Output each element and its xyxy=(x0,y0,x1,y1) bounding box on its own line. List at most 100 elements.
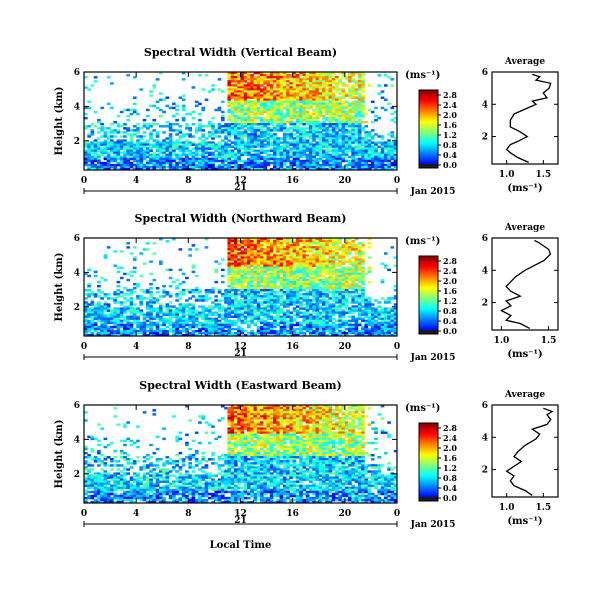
heatmap-cell xyxy=(207,135,212,138)
heatmap-cell xyxy=(181,309,186,312)
heatmap-cell xyxy=(237,262,241,265)
heatmap-cell xyxy=(191,303,196,306)
heatmap-cell xyxy=(162,321,166,325)
heatmap-cell xyxy=(273,88,277,91)
heatmap-cell xyxy=(113,313,117,316)
heatmap-cell xyxy=(201,313,206,316)
heatmap-cell xyxy=(87,333,91,337)
heatmap-cell xyxy=(198,327,202,331)
heatmap-cell xyxy=(318,327,323,331)
heatmap-cell xyxy=(348,139,352,142)
heatmap-cell xyxy=(286,266,290,270)
heatmap-cell xyxy=(335,104,339,108)
heatmap-cell xyxy=(201,307,206,310)
heatmap-cell xyxy=(100,329,104,333)
heatmap-cell xyxy=(132,151,137,155)
heatmap-cell xyxy=(243,112,248,116)
heatmap-cell xyxy=(194,311,199,314)
heatmap-cell xyxy=(116,161,121,165)
heatmap-cell xyxy=(328,123,333,126)
heatmap-cell xyxy=(204,137,209,140)
heatmap-cell xyxy=(302,321,307,325)
heatmap-cell xyxy=(227,108,232,112)
heatmap-cell xyxy=(243,256,248,259)
heatmap-cell xyxy=(123,147,127,150)
heatmap-cell xyxy=(230,127,235,130)
heatmap-cell xyxy=(276,305,281,308)
heatmap-cell xyxy=(374,143,378,146)
heatmap-cell xyxy=(263,100,267,104)
heatmap-cell xyxy=(312,291,316,294)
heatmap-cell xyxy=(305,96,310,99)
heatmap-cell xyxy=(201,153,206,157)
heatmap-cell xyxy=(286,102,290,106)
heatmap-cell xyxy=(233,305,238,308)
heatmap-cell xyxy=(276,118,281,122)
heatmap-cell xyxy=(286,287,290,290)
heatmap-cell xyxy=(312,145,316,148)
heatmap-cell xyxy=(233,240,238,243)
heatmap-cell xyxy=(302,143,307,146)
heatmap-cell xyxy=(256,295,261,298)
heatmap-cell xyxy=(256,139,261,142)
heatmap-cell xyxy=(168,127,173,130)
heatmap-cell xyxy=(299,135,303,138)
heatmap-cell xyxy=(253,121,258,124)
heatmap-cell xyxy=(106,143,111,146)
heatmap-cell xyxy=(305,248,310,251)
heatmap-cell xyxy=(338,157,342,161)
heatmap-cell xyxy=(289,254,294,257)
heatmap-cell xyxy=(279,137,284,140)
heatmap-cell xyxy=(224,167,228,171)
heatmap-cell xyxy=(269,244,274,247)
heatmap-cell xyxy=(207,323,212,327)
heatmap-cell xyxy=(289,110,294,114)
heatmap-cell xyxy=(227,303,232,306)
heatmap-cell xyxy=(116,114,121,118)
heatmap-cell xyxy=(344,78,349,81)
heatmap-cell xyxy=(136,331,140,335)
heatmap-cell xyxy=(282,276,287,280)
heatmap-cell xyxy=(286,246,290,249)
heatmap-cell xyxy=(357,129,362,132)
heatmap-cell xyxy=(286,250,290,253)
heatmap-cell xyxy=(201,139,206,142)
heatmap-cell xyxy=(168,321,173,325)
heatmap-cell xyxy=(188,311,192,314)
heatmap-cell xyxy=(308,244,313,247)
heatmap-cell xyxy=(308,303,313,306)
heatmap-cell xyxy=(181,161,186,165)
heatmap-cell xyxy=(129,321,134,325)
heatmap-cell xyxy=(256,260,261,263)
heatmap-cell xyxy=(331,157,336,161)
heatmap-cell xyxy=(211,323,215,327)
heatmap-cell xyxy=(351,123,356,126)
heatmap-cell xyxy=(237,96,241,99)
heatmap-cell xyxy=(204,309,209,312)
heatmap-cell xyxy=(390,112,395,116)
heatmap-cell xyxy=(214,303,219,306)
heatmap-cell xyxy=(322,260,326,263)
heatmap-cell xyxy=(308,72,313,75)
heatmap-cell xyxy=(198,163,202,167)
heatmap-cell xyxy=(282,327,287,331)
heatmap-cell xyxy=(354,133,359,136)
heatmap-cell xyxy=(240,329,245,333)
heatmap-cell xyxy=(220,268,225,272)
heatmap-cell xyxy=(331,159,336,163)
heatmap-cell xyxy=(191,143,196,146)
colorbar-label: (ms⁻¹) xyxy=(405,70,440,81)
heatmap-cell xyxy=(175,278,179,282)
heatmap-cell xyxy=(295,104,300,108)
heatmap-cell xyxy=(357,112,362,116)
heatmap-cell xyxy=(344,163,349,167)
heatmap-cell xyxy=(100,141,104,144)
heatmap-cell xyxy=(168,307,173,310)
heatmap-cell xyxy=(286,252,290,255)
heatmap-cell xyxy=(282,280,287,284)
heatmap-cell xyxy=(237,329,241,333)
heatmap-cell xyxy=(305,127,310,130)
heatmap-cell xyxy=(90,165,95,169)
heatmap-cell xyxy=(123,167,127,171)
heatmap-cell xyxy=(338,88,342,91)
